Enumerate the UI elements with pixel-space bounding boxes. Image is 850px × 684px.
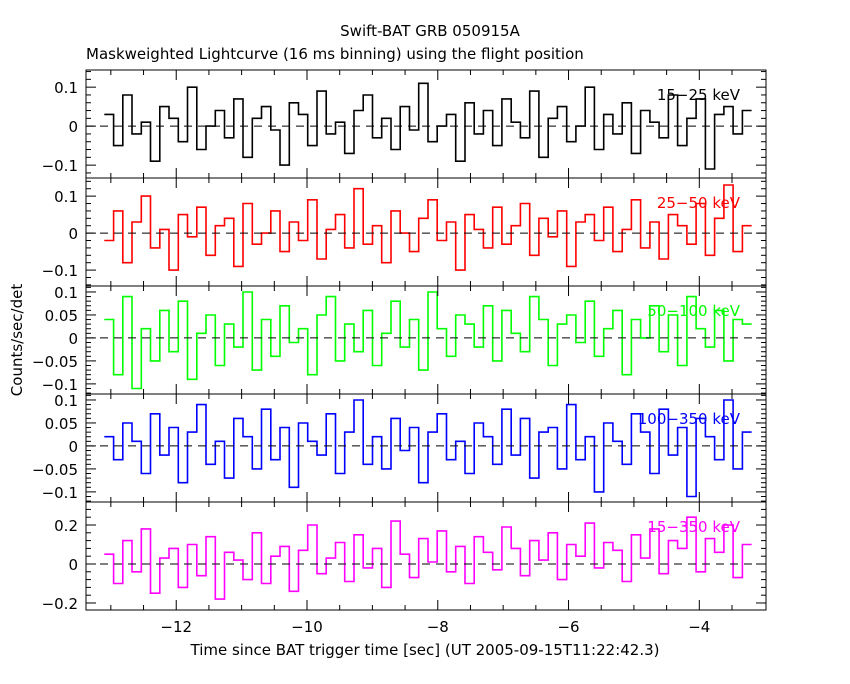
y-tick-label: −0.05 <box>32 353 78 371</box>
y-tick-label: −0.1 <box>42 262 78 280</box>
x-axis-label: Time since BAT trigger time [sec] (UT 20… <box>190 641 660 659</box>
x-tick-label: −4 <box>688 618 710 636</box>
panel-1: −0.1 0 0.1 25−50 keV <box>42 177 767 287</box>
y-tick-label: 0.1 <box>54 79 78 97</box>
y-tick-label: −0.2 <box>42 595 78 613</box>
series-line <box>104 184 752 271</box>
x-tick-label: −8 <box>427 618 449 636</box>
panel-energy-label: 25−50 keV <box>657 194 741 212</box>
y-tick-label: −0.1 <box>42 157 78 175</box>
series-line <box>104 82 752 170</box>
series-line <box>104 291 752 390</box>
chart-subtitle: Maskweighted Lightcurve (16 ms binning) … <box>86 45 584 63</box>
y-tick-label: 0.05 <box>45 415 78 433</box>
panel-2: −0.1 −0.05 0 0.05 0.1 50−100 keV <box>32 284 767 395</box>
panel-0: −0.1 0 0.1 15−25 keV <box>42 69 767 179</box>
y-tick-label: −0.05 <box>32 461 78 479</box>
series-line <box>104 399 752 498</box>
y-tick-label: 0 <box>68 556 78 574</box>
panel-energy-label: 15−25 keV <box>657 86 741 104</box>
y-tick-label: 0 <box>68 438 78 456</box>
panel-3: −0.1 −0.05 0 0.05 0.1 100−350 keV <box>32 392 767 503</box>
y-tick-label: 0.1 <box>54 392 78 410</box>
y-tick-label: 0 <box>68 118 78 136</box>
panel-energy-label: 15−350 keV <box>647 518 740 536</box>
y-tick-label: 0 <box>68 330 78 348</box>
panel-4: −0.2 0 0.2 15−350 keV <box>42 501 767 613</box>
y-tick-label: 0.2 <box>54 517 78 535</box>
x-tick-label: −10 <box>291 618 323 636</box>
series-line <box>104 516 752 600</box>
chart-title: Swift-BAT GRB 050915A <box>340 22 520 40</box>
y-axis-label: Counts/sec/det <box>8 284 26 397</box>
x-tick-label: −12 <box>160 618 192 636</box>
y-tick-label: −0.1 <box>42 484 78 502</box>
y-tick-label: −0.1 <box>42 376 78 394</box>
panel-energy-label: 50−100 keV <box>647 302 740 320</box>
y-tick-label: 0 <box>68 225 78 243</box>
panel-energy-label: 100−350 keV <box>638 410 741 428</box>
y-tick-label: 0.1 <box>54 284 78 302</box>
y-tick-label: 0.05 <box>45 307 78 325</box>
y-tick-label: 0.1 <box>54 188 78 206</box>
x-tick-label: −6 <box>557 618 579 636</box>
